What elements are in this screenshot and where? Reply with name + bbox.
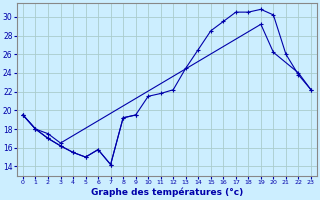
X-axis label: Graphe des températures (°c): Graphe des températures (°c): [91, 188, 243, 197]
